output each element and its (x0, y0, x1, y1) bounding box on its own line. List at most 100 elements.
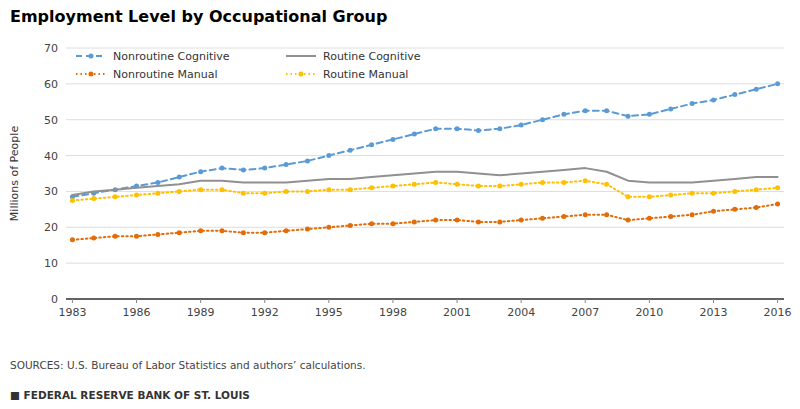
legend-item: Routine Manual (286, 68, 408, 81)
series-point (433, 126, 438, 131)
series-point (711, 209, 716, 214)
x-tick-label: 2004 (507, 306, 535, 319)
x-tick-label: 2010 (635, 306, 663, 319)
series-point (540, 216, 545, 221)
y-tick-label: 10 (44, 257, 58, 270)
series-line (72, 168, 777, 195)
legend-item: Routine Cognitive (286, 50, 421, 63)
annotation: SOURCES: U.S. Bureau of Labor Statistics… (10, 359, 366, 371)
x-axis: 1983198619891992199519982001200420072010… (58, 299, 791, 319)
series-point (626, 218, 631, 223)
series-point (198, 169, 203, 174)
y-tick-label: 60 (44, 78, 58, 91)
legend-label: Routine Cognitive (323, 50, 421, 63)
series-point (433, 218, 438, 223)
series-point (476, 184, 481, 189)
plot-area (70, 81, 780, 242)
x-tick-label: 1989 (187, 306, 215, 319)
y-tick-label: 40 (44, 150, 58, 163)
series-point (305, 158, 310, 163)
grid-line (66, 119, 784, 120)
series-point (647, 216, 652, 221)
x-tick-label: 2016 (764, 306, 792, 319)
x-tick (777, 299, 778, 303)
series-point (668, 193, 673, 198)
series-point (198, 228, 203, 233)
legend: Nonroutine CognitiveRoutine CognitiveNon… (76, 50, 421, 81)
legend-item: Nonroutine Manual (76, 68, 218, 81)
series-point (775, 185, 780, 190)
x-tick (649, 299, 650, 303)
grid-line (66, 227, 784, 228)
chart-svg: Employment Level by Occupational Group01… (0, 0, 800, 409)
grid-line (66, 155, 784, 156)
series-point (583, 212, 588, 217)
x-axis-line (66, 298, 784, 300)
series-point (604, 108, 609, 113)
series-point (91, 236, 96, 241)
series-point (326, 187, 331, 192)
x-tick-label: 1992 (251, 306, 279, 319)
series-point (561, 214, 566, 219)
series-point (241, 230, 246, 235)
series-point (519, 123, 524, 128)
series-point (732, 189, 737, 194)
series-point (433, 180, 438, 185)
series-line (72, 84, 777, 197)
series-point (604, 212, 609, 217)
series-point (369, 142, 374, 147)
series-point (113, 234, 118, 239)
series-point (91, 196, 96, 201)
series-point (348, 187, 353, 192)
series-point (732, 207, 737, 212)
series-point (690, 101, 695, 106)
legend-marker (299, 72, 304, 77)
series-point (241, 191, 246, 196)
x-tick (713, 299, 714, 303)
series-point (134, 234, 139, 239)
series-point (412, 182, 417, 187)
legend-swatch (286, 55, 316, 57)
series-point (455, 182, 460, 187)
grid-line (66, 263, 784, 264)
series-point (497, 126, 502, 131)
series-point (540, 180, 545, 185)
annotation: ■ FEDERAL RESERVE BANK OF ST. LOUIS (10, 389, 250, 401)
series-point (412, 132, 417, 137)
series-point (754, 205, 759, 210)
x-tick (328, 299, 329, 303)
series-point (690, 191, 695, 196)
series-point (519, 182, 524, 187)
x-tick-label: 2013 (699, 306, 727, 319)
series-point (219, 166, 224, 171)
series-point (668, 106, 673, 111)
series-point (348, 223, 353, 228)
series-point (326, 225, 331, 230)
series-point (668, 214, 673, 219)
series-line (72, 181, 777, 201)
series-point (561, 180, 566, 185)
series-point (177, 230, 182, 235)
y-grid: 010203040506070 (44, 42, 784, 306)
series-point (177, 189, 182, 194)
x-tick (585, 299, 586, 303)
series-point (177, 175, 182, 180)
y-tick-label: 30 (44, 185, 58, 198)
series-point (262, 166, 267, 171)
x-tick-label: 1983 (58, 306, 86, 319)
series-point (155, 191, 160, 196)
x-tick (457, 299, 458, 303)
x-tick (136, 299, 137, 303)
x-tick-label: 1995 (315, 306, 343, 319)
series-point (583, 108, 588, 113)
series-point (455, 126, 460, 131)
chart-container: Employment Level by Occupational Group01… (0, 0, 800, 409)
series-point (561, 112, 566, 117)
series-point (690, 212, 695, 217)
series-point (262, 230, 267, 235)
series-point (390, 184, 395, 189)
y-axis-label: Millions of People (8, 126, 21, 222)
series-point (284, 162, 289, 167)
series-point (647, 112, 652, 117)
series-point (497, 184, 502, 189)
